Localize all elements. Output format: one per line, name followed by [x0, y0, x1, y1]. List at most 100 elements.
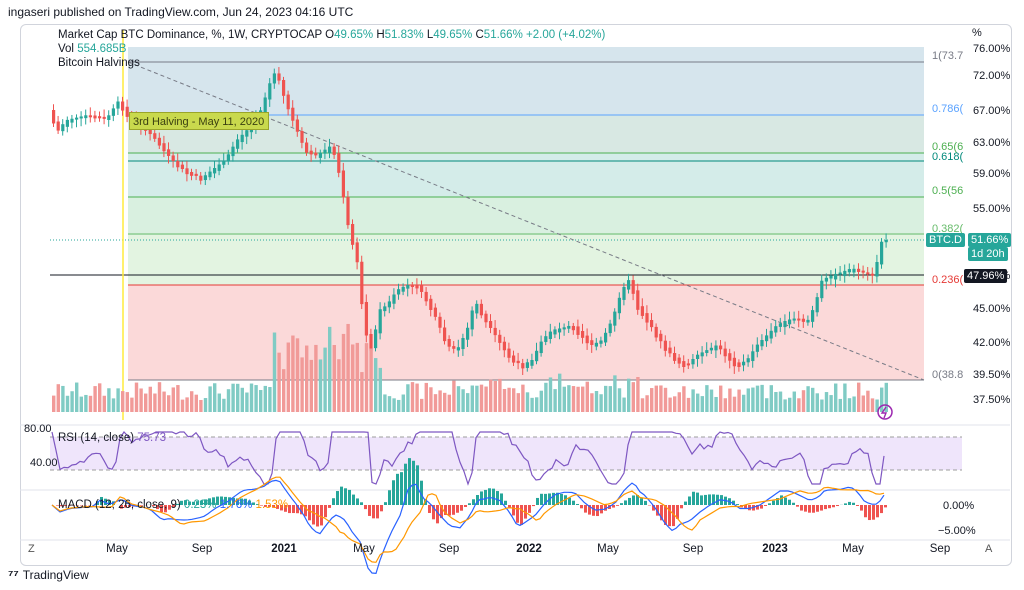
macd-bar — [864, 505, 867, 518]
macd-bar — [416, 465, 419, 505]
fib-label: 0.65(6 — [932, 141, 963, 153]
macd-bar — [468, 503, 471, 505]
macd-bar — [192, 501, 195, 505]
macd-bar — [568, 497, 571, 505]
macd-bar — [688, 496, 691, 505]
volume-bar — [870, 398, 875, 412]
volume-bar — [673, 396, 677, 412]
fib-label: 0.382( — [932, 223, 964, 235]
macd-bar — [212, 497, 215, 505]
macd-bar — [844, 503, 847, 505]
macd-bar — [216, 496, 219, 505]
rsi-value: 75.73 — [137, 432, 167, 444]
rsi-band — [50, 437, 962, 470]
candle-body — [52, 110, 56, 124]
volume-bar — [654, 385, 658, 412]
volume-bar — [452, 380, 456, 412]
chart-frame — [20, 24, 1012, 566]
volume-bar — [489, 379, 493, 412]
volume-bar — [769, 385, 773, 412]
macd-bar — [76, 505, 79, 506]
candle-body — [79, 116, 83, 119]
volume-bar — [493, 380, 497, 412]
candle-body — [548, 331, 552, 339]
macd-bar — [684, 501, 687, 505]
macd-bar — [344, 488, 347, 505]
macd-bar — [424, 498, 427, 505]
macd-bar — [692, 491, 695, 505]
candle-body — [291, 107, 295, 121]
candle-body — [245, 130, 249, 137]
volume-bar — [65, 395, 70, 412]
macd-bar — [108, 500, 111, 505]
candle-body — [857, 268, 861, 272]
macd-bar — [480, 491, 483, 505]
macd-bar — [420, 480, 423, 505]
macd-bar — [164, 505, 167, 513]
candle-body — [843, 270, 847, 277]
macd-bar — [408, 458, 411, 505]
candle-body — [162, 143, 166, 152]
volume-bar — [328, 326, 332, 412]
volume-bar — [820, 399, 824, 412]
volume-bar — [783, 399, 787, 412]
candle-body — [222, 160, 226, 165]
legend-symbol: Market Cap BTC Dominance, %, 1W, CRYPTOC… — [58, 29, 322, 41]
macd-bar — [436, 505, 439, 524]
halving-badge[interactable]: 3rd Halving - May 11, 2020 — [129, 112, 269, 130]
macd-bar — [452, 505, 455, 515]
candle-body — [806, 319, 810, 323]
time-axis-label: 2023 — [762, 543, 788, 555]
macd-bar — [584, 505, 587, 513]
macd-bar — [460, 505, 463, 511]
volume-bar — [604, 385, 608, 412]
volume-bar — [636, 377, 640, 412]
candle-body — [824, 277, 828, 282]
volume-bar — [194, 394, 198, 412]
volume-bar — [309, 359, 313, 412]
volume-bar — [714, 396, 718, 412]
volume-bar — [765, 398, 769, 412]
rsi-label: RSI (14, close) 75.73 — [58, 432, 166, 444]
volume-bar — [594, 391, 599, 412]
volume-bar — [521, 384, 525, 412]
price-axis-label: 59.00% — [973, 168, 1011, 180]
macd-bar — [848, 501, 851, 505]
volume-bar — [424, 382, 428, 412]
macd-bar — [672, 505, 675, 527]
candle-body — [516, 360, 520, 364]
volume-bar — [544, 382, 548, 412]
candle-body — [282, 80, 286, 96]
volume-bar — [590, 393, 594, 412]
macd-bar — [356, 498, 359, 505]
candle-body — [456, 347, 460, 351]
macd-bar — [656, 505, 659, 516]
macd-bar — [68, 505, 71, 506]
volume-bar — [79, 396, 83, 412]
volume-bar — [259, 390, 263, 412]
candle-body — [397, 289, 401, 295]
macd-bar — [756, 505, 759, 510]
corner-left-label: Z — [28, 543, 35, 555]
macd-bar — [204, 499, 207, 505]
macd-bar — [780, 495, 783, 505]
candle-body — [470, 310, 474, 330]
macd-bar — [444, 505, 447, 515]
volume-bar — [249, 383, 254, 412]
volume-bar — [162, 391, 166, 412]
volume-bar — [208, 386, 212, 412]
candle-body — [714, 345, 718, 351]
macd-bar — [616, 505, 619, 506]
volume-bar — [456, 386, 461, 412]
macd-bar — [156, 505, 159, 510]
macd-bar — [260, 505, 263, 506]
volume-bar — [507, 387, 511, 412]
symbol-tag: BTC.D — [926, 233, 965, 247]
corner-right-label: A — [985, 543, 993, 555]
footer-brand[interactable]: ⁷⁷ TradingView — [8, 567, 89, 582]
volume-bar — [295, 338, 300, 412]
candle-body — [438, 316, 442, 328]
rsi-axis-40: 40.00 — [30, 457, 58, 469]
volume-bar — [627, 378, 631, 412]
